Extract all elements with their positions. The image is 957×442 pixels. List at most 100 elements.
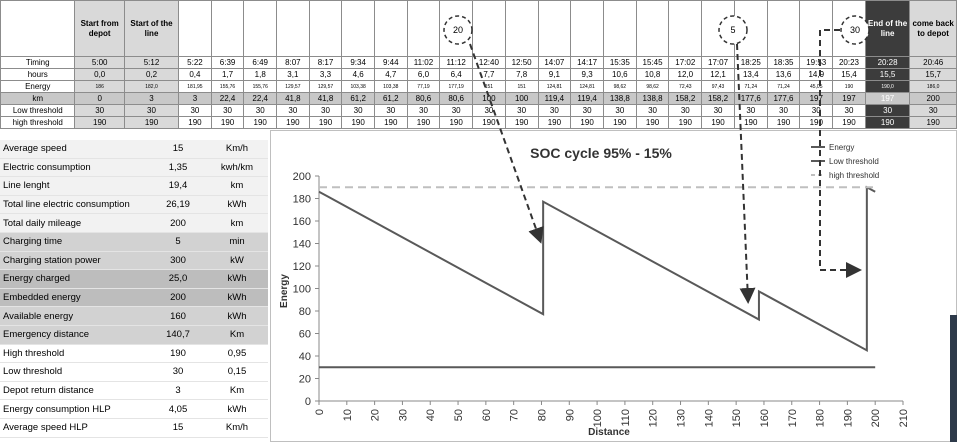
param-val: 1,35 bbox=[150, 158, 206, 178]
table-cell: 190 bbox=[537, 116, 572, 129]
x-tick-label: 200 bbox=[870, 409, 882, 427]
param-val: 30 bbox=[150, 362, 206, 382]
column-header bbox=[668, 0, 703, 57]
param-row: High threshold 190 0,95 bbox=[0, 344, 268, 364]
table-cell: 181,95 bbox=[178, 80, 212, 93]
table-cell: 190 bbox=[832, 80, 866, 93]
param-row: Line lenght 19,4 km bbox=[0, 176, 268, 196]
column-header bbox=[537, 0, 572, 57]
column-header bbox=[210, 0, 245, 57]
x-tick-label: 100 bbox=[592, 409, 604, 427]
table-cell: 190 bbox=[668, 116, 703, 129]
param-label: Line lenght bbox=[0, 176, 150, 196]
table-cell: 190 bbox=[243, 116, 278, 129]
param-unit: kWh bbox=[206, 306, 268, 326]
x-tick-label: 70 bbox=[509, 409, 521, 421]
column-header bbox=[602, 0, 637, 57]
table-cell: 22,4 bbox=[243, 92, 278, 105]
table-cell: 190 bbox=[635, 116, 670, 129]
column-header: End of the line bbox=[864, 0, 911, 57]
param-unit: Km/h bbox=[206, 140, 268, 159]
column-header bbox=[276, 0, 310, 57]
param-label: Embedded energy bbox=[0, 288, 150, 308]
param-label: Available energy bbox=[0, 306, 150, 326]
param-val: 15 bbox=[150, 418, 206, 438]
column-header: come back to depot bbox=[909, 0, 957, 57]
y-tick-label: 120 bbox=[293, 261, 311, 273]
x-tick-label: 90 bbox=[564, 409, 576, 421]
table-cell: 30 bbox=[504, 104, 539, 117]
x-tick-label: 180 bbox=[815, 409, 827, 427]
table-cell: 119,4 bbox=[537, 92, 572, 105]
table-cell: 17:07 bbox=[701, 56, 735, 69]
param-val: 300 bbox=[150, 251, 206, 271]
table-cell: 138,8 bbox=[635, 92, 670, 105]
table-cell: 190 bbox=[799, 116, 834, 129]
table-row: Low threshold 30 30 30 30 30 30 30 30 30 30 30 30 30 3… bbox=[0, 104, 957, 117]
column-header: Start from depot bbox=[74, 0, 125, 57]
table-row: high threshold 190 190 190 190 190 190 190 190 19… bbox=[0, 116, 957, 129]
table-cell: 30 bbox=[308, 104, 343, 117]
table-cell: 30 bbox=[439, 104, 474, 117]
table-row: Energy 186 182,0 181,95 155,76 155,76 129,57 12… bbox=[0, 80, 957, 93]
table-cell: 30 bbox=[668, 104, 703, 117]
table-cell: 10,8 bbox=[635, 68, 670, 81]
table-cell: 12,0 bbox=[668, 68, 703, 81]
table-cell: 155,76 bbox=[243, 80, 278, 93]
table-cell: 30 bbox=[570, 104, 604, 117]
table-cell: 190 bbox=[123, 116, 180, 129]
param-unit: kWh bbox=[206, 399, 268, 419]
table-cell: 1,7 bbox=[210, 68, 245, 81]
table-cell: 186,0 bbox=[909, 80, 957, 93]
param-unit: 0,15 bbox=[206, 362, 268, 382]
image-fragment bbox=[950, 315, 957, 442]
table-cell: 30 bbox=[766, 104, 801, 117]
column-header bbox=[570, 0, 604, 57]
y-tick-label: 60 bbox=[299, 329, 311, 341]
param-unit: Km bbox=[206, 325, 268, 345]
table-cell: 119,4 bbox=[570, 92, 604, 105]
table-cell: 8:07 bbox=[276, 56, 310, 69]
param-label: Electric consumption bbox=[0, 158, 150, 178]
column-header bbox=[178, 0, 212, 57]
table-cell: 12,1 bbox=[701, 68, 735, 81]
x-tick-label: 40 bbox=[425, 409, 437, 421]
table-cell: 9,1 bbox=[537, 68, 572, 81]
param-label: Energy consumption HLP bbox=[0, 399, 150, 419]
table-cell: 30 bbox=[701, 104, 735, 117]
table-cell: 190 bbox=[864, 116, 911, 129]
x-tick-label: 210 bbox=[898, 409, 910, 427]
table-cell: 124,81 bbox=[537, 80, 572, 93]
legend-label: Energy bbox=[829, 143, 854, 152]
column-header bbox=[472, 0, 506, 57]
table-cell: 3 bbox=[123, 92, 180, 105]
table-cell: 190 bbox=[341, 116, 375, 129]
schedule-table: Start from depot Start of the line End of … bbox=[0, 0, 957, 129]
table-cell: 20:23 bbox=[832, 56, 866, 69]
table-cell: 8:17 bbox=[308, 56, 343, 69]
param-val: 200 bbox=[150, 213, 206, 233]
table-cell: 15:45 bbox=[635, 56, 670, 69]
table-cell: 158,2 bbox=[668, 92, 703, 105]
param-label: Low threshold bbox=[0, 362, 150, 382]
table-cell: 30 bbox=[210, 104, 245, 117]
table-cell: 14:07 bbox=[537, 56, 572, 69]
param-row: Charging time 5 min bbox=[0, 232, 268, 252]
y-tick-label: 160 bbox=[293, 216, 311, 228]
y-tick-label: 0 bbox=[305, 396, 311, 408]
table-cell: 100 bbox=[472, 92, 506, 105]
table-cell: 3 bbox=[178, 92, 212, 105]
y-axis-label: Energy bbox=[279, 274, 290, 308]
param-unit: kwh/km bbox=[206, 158, 268, 178]
param-row: Total line electric consumption 26,19 kWh bbox=[0, 195, 268, 215]
legend-label: high threshold bbox=[829, 171, 879, 180]
table-cell: 12:50 bbox=[504, 56, 539, 69]
x-tick-label: 190 bbox=[842, 409, 854, 427]
table-cell: 197 bbox=[864, 92, 911, 105]
table-cell: 30 bbox=[472, 104, 506, 117]
table-cell: 197 bbox=[799, 92, 834, 105]
table-cell: 20:46 bbox=[909, 56, 957, 69]
x-tick-label: 0 bbox=[314, 409, 326, 415]
table-cell: 30 bbox=[243, 104, 278, 117]
